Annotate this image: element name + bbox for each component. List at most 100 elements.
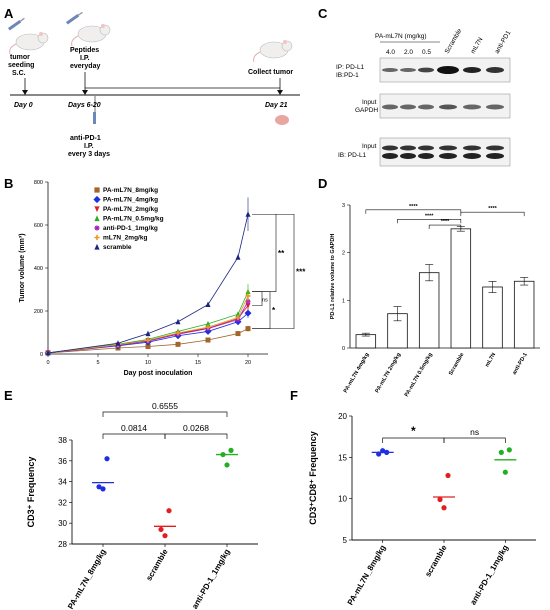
data-point	[235, 254, 241, 260]
significance-label: 0.0268	[183, 423, 209, 433]
bar	[513, 280, 535, 349]
significance-label: *	[272, 306, 276, 315]
significance-bracket	[102, 433, 166, 439]
x-tick-label: 0	[46, 360, 49, 366]
data-point	[244, 309, 252, 317]
data-point	[166, 508, 172, 514]
dose-label: 2.0	[404, 49, 413, 56]
x-tick-label: anti-PD-1_1mg/kg	[190, 547, 232, 610]
data-point	[235, 314, 241, 320]
data-point	[94, 243, 100, 250]
y-tick-label: 38	[58, 436, 67, 445]
blot-panel	[379, 137, 511, 167]
panel-b: B 0 200 400 600 800 0 5 10 15 20 Day post inoculat…	[4, 176, 306, 377]
seeding-text: seeding	[8, 62, 34, 69]
antipd1-text: anti-PD-1	[70, 135, 101, 142]
y-tick-label: 28	[58, 540, 67, 549]
legend-label: PA-mL7N_4mg/kg	[103, 197, 158, 204]
data-point	[380, 448, 386, 454]
y-axis-label: CD3⁺ Frequency	[26, 457, 36, 528]
error-bar	[425, 264, 434, 282]
y-tick-label: 30	[58, 519, 67, 528]
significance-bracket	[252, 213, 277, 292]
blot-row-label: IP: PD-L1	[336, 64, 365, 71]
panel-e: E 28 30 32 34 36 38 CD3⁺ Frequency PA-mL7N_8mg/…	[4, 388, 258, 610]
ip2-text: I.P.	[84, 143, 94, 150]
syringe-icon	[66, 11, 83, 25]
every3-text: every 3 days	[68, 151, 110, 158]
data-point	[45, 349, 51, 356]
data-point	[115, 340, 121, 346]
x-tick-label: mL7N	[484, 352, 497, 368]
peptides-text: Peptides	[70, 47, 99, 54]
x-tick-label: PA-mL7N 4mg/kg	[343, 352, 371, 394]
data-point	[220, 451, 226, 458]
blot-row-label: IB:PD-1	[336, 72, 359, 79]
significance-label: ****	[425, 213, 434, 219]
mouse-icon	[9, 32, 49, 55]
y-axis-label: PD-L1 relative volume to GAPDH	[330, 234, 336, 320]
data-point	[145, 330, 151, 337]
panel-c: C PA-mL7N (mg/kg) 4.0 2.0 0.5 Scramble m…	[318, 6, 513, 167]
significance-bracket	[102, 411, 228, 417]
mouse-icon	[71, 24, 111, 47]
x-tick-label: 10	[145, 360, 151, 366]
data-point	[498, 449, 504, 455]
collect-text: Collect tumor	[248, 69, 293, 76]
data-point	[162, 533, 168, 539]
panel-a: A tumor seeding S.C. Peptides I.P. every	[4, 6, 300, 158]
data-point	[175, 318, 181, 325]
syringe-icon	[8, 17, 25, 31]
data-point	[245, 211, 251, 217]
data-point	[94, 225, 100, 231]
panel-f: F 5 10 15 20 CD3⁺CD8⁺ Frequency PA-mL7N_8mg/k…	[290, 388, 536, 607]
panel-f-label: F	[290, 388, 298, 403]
significance-label: ns	[470, 427, 479, 437]
legend-label: PA-mL7N_8mg/kg	[103, 187, 158, 194]
data-point	[224, 462, 230, 468]
error-bar	[361, 332, 370, 337]
x-tick-label: PA-mL7N 0.5mg/kg	[404, 352, 434, 398]
data-point	[100, 486, 106, 492]
x-axis-label: Day post inoculation	[124, 370, 193, 377]
y-tick-label: 10	[338, 495, 347, 504]
dose-label: 4.0	[386, 49, 395, 56]
significance-label: ****	[441, 219, 450, 225]
data-point	[205, 324, 211, 330]
y-tick-label: 0	[342, 346, 345, 352]
error-bar	[488, 280, 497, 294]
significance-label: ****	[488, 206, 497, 212]
sc-text: S.C.	[12, 70, 26, 77]
data-point	[441, 505, 447, 511]
significance-bracket	[365, 209, 462, 214]
blot-row-label: IB: PD-L1	[338, 152, 367, 159]
error-bar	[520, 277, 529, 286]
blot-bands-3	[382, 145, 504, 159]
everyday-text: everyday	[70, 63, 100, 70]
panel-a-label: A	[4, 6, 14, 21]
mouse-icon	[253, 40, 293, 63]
bar	[418, 272, 440, 349]
y-tick-label: 0	[40, 352, 43, 358]
significance-bracket	[460, 211, 525, 217]
lane-label: Scramble	[444, 27, 464, 55]
data-point	[94, 206, 100, 213]
data-point	[205, 320, 211, 327]
x-tick-label: PA-mL7N_8mg/kg	[346, 543, 388, 606]
data-point	[104, 456, 110, 462]
y-tick-label: 20	[338, 412, 347, 421]
data-point	[205, 301, 211, 308]
y-tick-label: 2	[342, 251, 345, 257]
day21-text: Day 21	[265, 102, 288, 109]
x-tick-label: PA-mL7N 2mg/kg	[374, 352, 402, 394]
significance-label: ***	[296, 267, 306, 276]
dose-label: 0.5	[422, 49, 431, 56]
significance-bracket	[252, 291, 271, 329]
data-point	[376, 451, 382, 457]
data-point	[94, 187, 100, 193]
y-tick-label: 3	[342, 203, 345, 209]
y-tick-label: 15	[338, 453, 347, 462]
x-tick-label: Scramble	[448, 352, 466, 376]
bar	[355, 334, 377, 349]
